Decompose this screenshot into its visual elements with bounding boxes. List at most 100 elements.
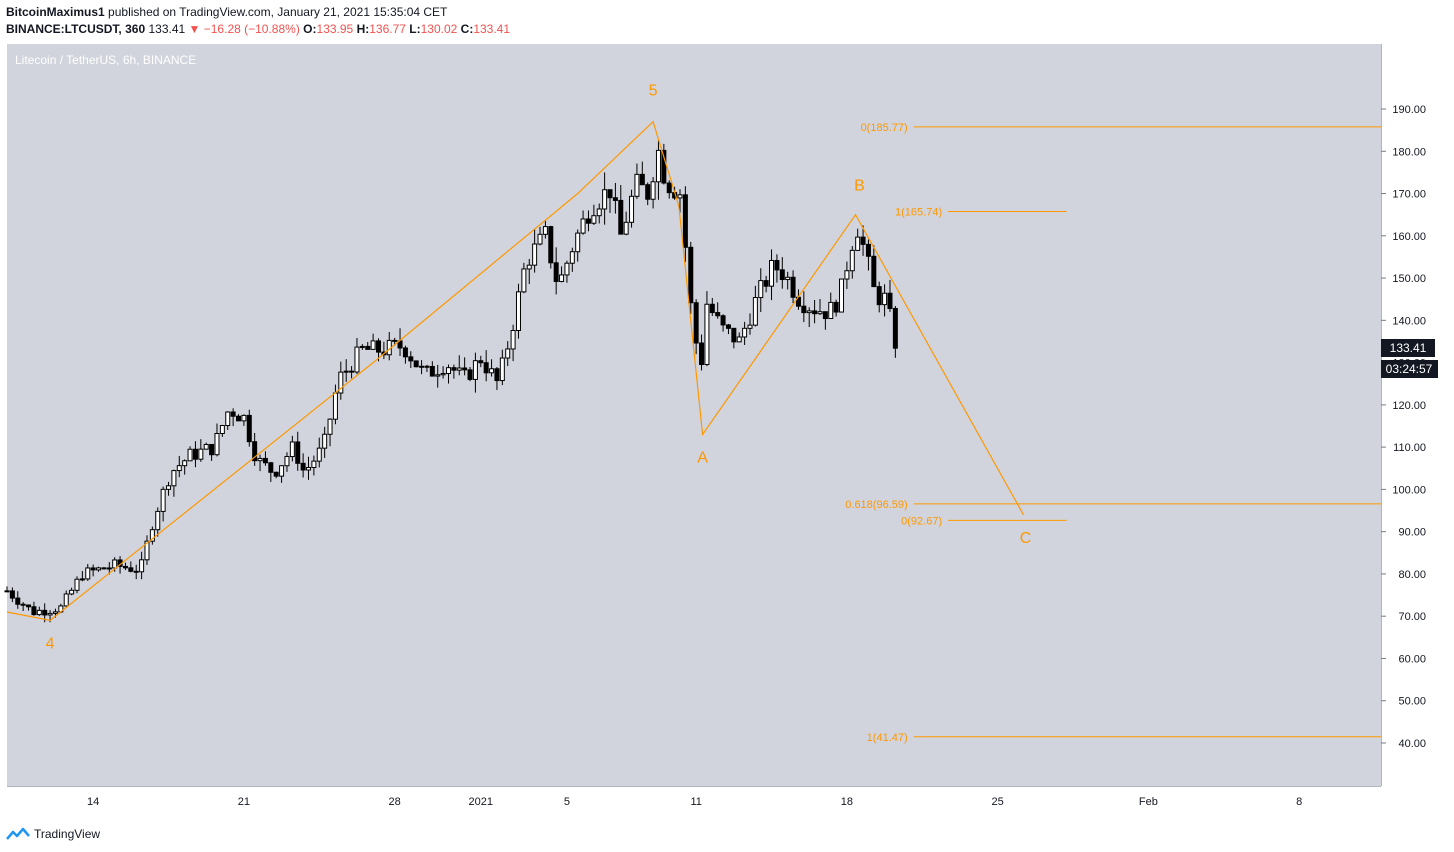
time-axis[interactable]: [7, 786, 1381, 815]
publish-line: BitcoinMaximus1 published on TradingView…: [6, 5, 447, 19]
countdown-tag-text: 03:24:57: [1386, 362, 1433, 376]
candle-body: [699, 342, 705, 366]
candle: [257, 454, 263, 472]
candle: [882, 284, 888, 317]
candle: [429, 361, 435, 377]
candle: [122, 562, 128, 571]
author-name[interactable]: BitcoinMaximus1: [6, 5, 105, 19]
candle-body: [375, 340, 381, 353]
last-price-tag-bg: [1381, 339, 1435, 357]
candle: [505, 341, 511, 367]
candle: [790, 270, 796, 304]
candle-body: [844, 270, 850, 280]
candle-body: [31, 606, 37, 616]
candle: [526, 258, 532, 285]
candle-body: [655, 149, 661, 183]
open-label: O:: [303, 22, 317, 36]
candle-body: [849, 249, 855, 272]
symbol-name: BINANCE:LTCUSDT, 360: [6, 22, 146, 36]
wave-label-b: B: [854, 178, 865, 195]
candle: [828, 292, 834, 320]
candle-body: [279, 465, 285, 477]
candle: [709, 297, 715, 316]
candle: [262, 451, 268, 466]
candle-body: [171, 470, 177, 487]
candle-body: [537, 233, 543, 245]
candle: [279, 465, 285, 483]
candle-body: [887, 292, 893, 309]
price-tick-label: 100.00: [1392, 484, 1426, 496]
price-tick-label: 170.00: [1392, 189, 1426, 201]
fib-level-label: 0.618(96.59): [845, 499, 907, 511]
candle: [704, 291, 710, 367]
candle: [774, 254, 780, 283]
candle-body: [429, 365, 435, 377]
candle-body: [209, 443, 215, 456]
candle-body: [47, 612, 53, 616]
candle-body: [20, 603, 26, 606]
candle-body: [639, 173, 645, 186]
candle-body: [262, 457, 268, 464]
candle-body: [758, 280, 764, 299]
high-value: 136.77: [369, 22, 406, 36]
candle: [559, 266, 565, 283]
candle-body: [424, 365, 430, 368]
wave-label-c: C: [1020, 530, 1032, 547]
candle-body: [241, 414, 247, 422]
brand-name: TradingView: [34, 827, 101, 841]
candle-body: [645, 184, 651, 200]
candle: [661, 143, 667, 185]
candle: [338, 361, 344, 400]
candle-body: [591, 215, 597, 224]
candle: [731, 327, 737, 349]
wave-layer: 4 5 A B C: [6, 83, 1032, 652]
candle-body: [90, 567, 96, 571]
price-axis[interactable]: [1381, 44, 1454, 786]
candle: [90, 564, 96, 577]
candle: [769, 249, 775, 301]
candle: [322, 426, 328, 458]
candle: [192, 441, 198, 468]
time-ticks: 14 21 28 2021 5 11 18 25 Feb 8: [87, 796, 1302, 808]
price-tick-label: 140.00: [1392, 315, 1426, 327]
candle: [645, 182, 651, 206]
candle: [876, 281, 882, 313]
candle-body: [15, 597, 21, 605]
candle-body: [106, 567, 112, 570]
last-price: 133.41: [148, 22, 186, 36]
time-tick-label: 21: [238, 796, 250, 808]
candle: [499, 349, 505, 386]
candle: [569, 247, 575, 272]
candle-body: [332, 392, 338, 420]
price-ticks: 40.00 50.00 60.00 70.00 80.00 90.00 100.00 110.…: [1381, 104, 1426, 750]
chart-pane[interactable]: [7, 44, 1381, 786]
candle-body: [763, 280, 769, 287]
candle-body: [4, 590, 10, 593]
candle: [892, 305, 898, 358]
candle: [445, 364, 451, 384]
candle-body: [203, 443, 209, 450]
candle: [144, 535, 150, 565]
candle-body: [273, 471, 279, 477]
candle-body: [801, 305, 807, 314]
price-tick-label: 120.00: [1392, 400, 1426, 412]
candle: [419, 360, 425, 375]
footer-brand[interactable]: TradingView: [6, 824, 100, 844]
candle-body: [166, 485, 172, 490]
candle: [494, 367, 500, 390]
time-tick-label: 28: [389, 796, 401, 808]
candle: [462, 357, 468, 376]
candle: [585, 210, 591, 232]
candle-body: [101, 567, 107, 570]
candle-body: [725, 324, 731, 329]
candle: [542, 220, 548, 239]
candle: [182, 459, 188, 475]
candle: [548, 225, 554, 269]
candle: [871, 245, 877, 288]
candle: [822, 311, 828, 330]
candle-body: [752, 297, 758, 326]
candle-body: [413, 360, 419, 368]
candle: [612, 182, 618, 214]
candle: [20, 602, 26, 612]
